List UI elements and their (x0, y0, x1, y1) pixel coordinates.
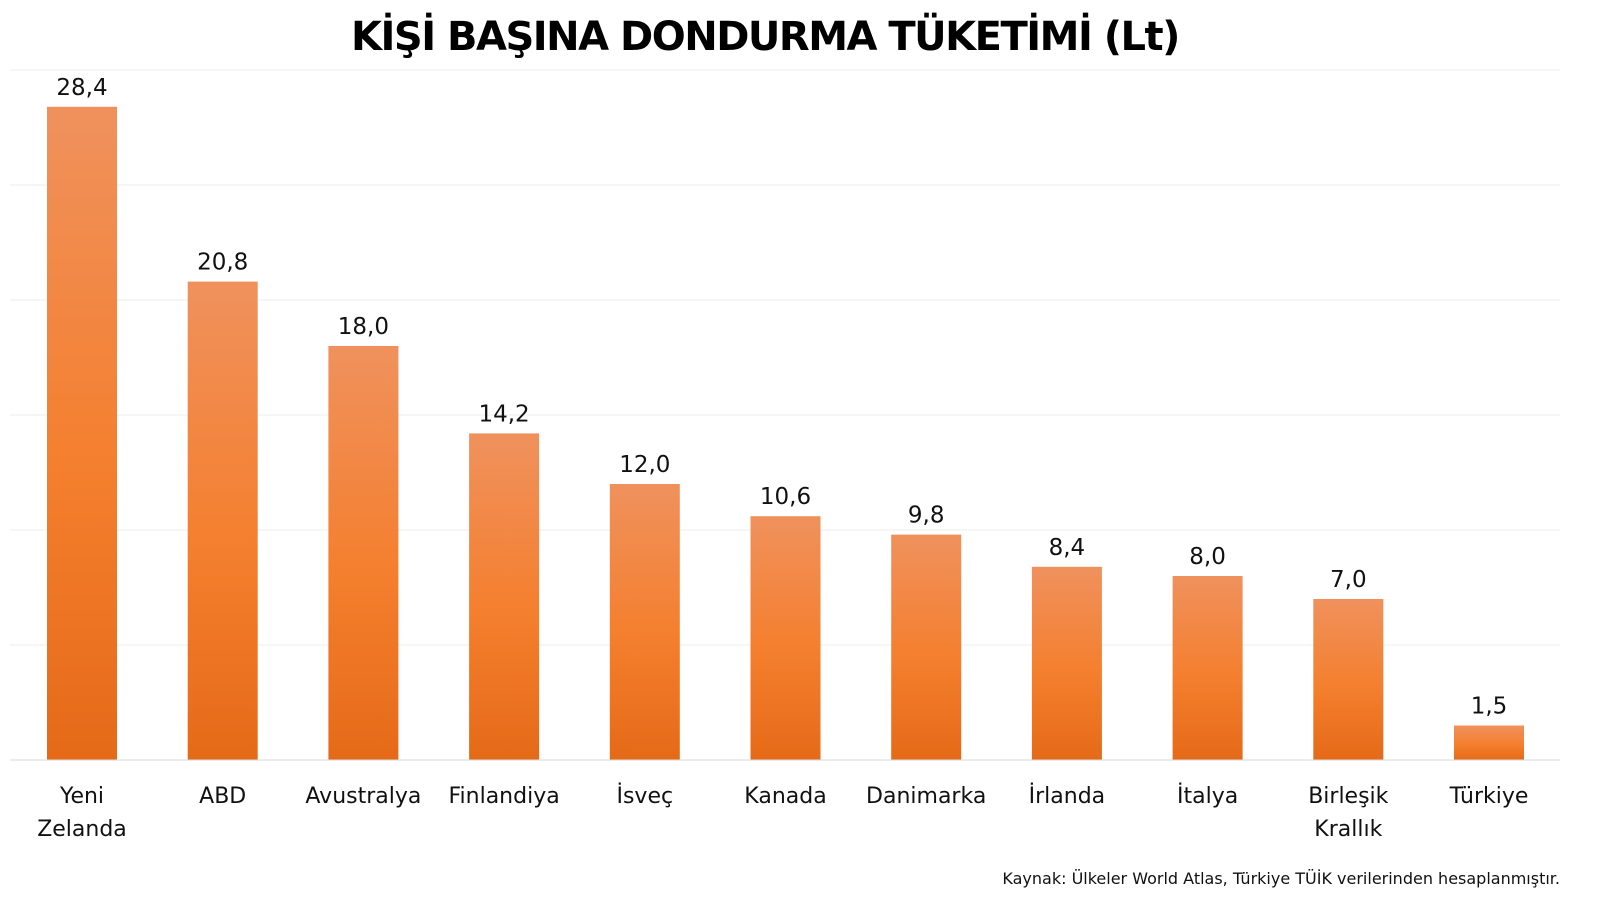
bar-value-label: 12,0 (619, 452, 670, 478)
bar (328, 346, 399, 760)
category-label: Finlandiya (448, 784, 559, 809)
category-label: Kanada (744, 784, 826, 809)
category-label: Avustralya (305, 784, 421, 809)
category-label: Krallık (1314, 817, 1382, 842)
bar-value-label: 9,8 (908, 503, 945, 529)
bar (609, 484, 680, 760)
bar (47, 106, 117, 761)
category-label: ABD (199, 784, 246, 809)
category-label: İrlanda (1029, 783, 1106, 809)
bar-value-label: 8,0 (1189, 544, 1226, 570)
value-labels-group: 28,4 20,8 18,0 14,2 12,0 10,6 9,8 8,4 8,0 7,0 1,5 (56, 75, 1507, 720)
category-label: Yeni (59, 784, 104, 809)
bar (891, 534, 962, 760)
bar-value-label: 10,6 (760, 484, 811, 510)
category-label: İtalya (1177, 783, 1238, 809)
bar (469, 433, 540, 760)
bar (187, 281, 258, 760)
bar (1031, 566, 1102, 760)
bar (1454, 725, 1524, 760)
bar-value-label: 20,8 (197, 250, 248, 276)
bar-value-label: 1,5 (1471, 694, 1508, 720)
bar-value-label: 7,0 (1330, 567, 1367, 593)
bar (1172, 576, 1243, 760)
bar (1313, 599, 1384, 760)
chart-title: KİŞİ BAŞINA DONDURMA TÜKETİMİ (Lt) (351, 14, 1180, 60)
source-note: Kaynak: Ülkeler World Atlas, Türkiye TÜİ… (1002, 869, 1560, 888)
bar-value-label: 14,2 (478, 401, 529, 427)
bar-value-label: 8,4 (1049, 535, 1086, 561)
category-labels-group: Yeni Zelanda ABD Avustralya Finlandiya İsveç K… (37, 783, 1528, 842)
bar (750, 516, 821, 760)
category-label: Zelanda (37, 817, 127, 842)
bar-value-label: 28,4 (56, 75, 107, 101)
category-label: Türkiye (1449, 784, 1529, 809)
category-label: Danimarka (866, 784, 986, 809)
bar-value-label: 18,0 (338, 314, 389, 340)
bars-group (47, 106, 1524, 761)
category-label: İsveç (616, 783, 673, 809)
category-label: Birleşik (1308, 784, 1388, 809)
